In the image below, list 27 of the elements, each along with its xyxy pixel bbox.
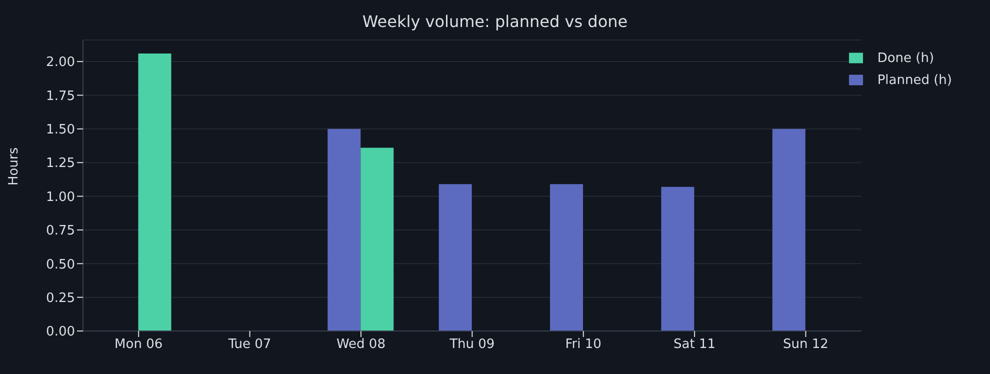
bar	[438, 184, 472, 331]
y-axis-title: Hours	[6, 147, 22, 186]
y-tick-label: 1.75	[46, 88, 75, 104]
legend-label: Done (h)	[877, 51, 934, 66]
y-tick-label: 0.75	[46, 224, 75, 239]
y-tick-label: 1.00	[46, 190, 75, 205]
y-tick-label: 2.00	[46, 55, 75, 70]
y-tick-label: 0.25	[46, 290, 75, 306]
x-tick-label: Mon 06	[114, 337, 163, 352]
bar	[550, 184, 583, 331]
bar	[772, 128, 806, 331]
x-tick-label: Thu 09	[448, 337, 495, 352]
x-tick-label: Tue 07	[227, 337, 272, 352]
bar	[138, 53, 172, 331]
x-tick-label: Wed 08	[336, 337, 386, 352]
legend-label: Planned (h)	[877, 73, 952, 88]
bar	[360, 148, 394, 331]
y-tick-label: 0.50	[46, 257, 75, 272]
bar	[661, 186, 694, 331]
y-tick-label: 1.50	[46, 122, 75, 138]
y-tick-label: 0.00	[46, 324, 75, 340]
bar	[328, 128, 361, 331]
x-tick-label: Sun 12	[783, 337, 828, 352]
chart-title: Weekly volume: planned vs done	[361, 12, 629, 31]
x-tick-label: Sat 11	[674, 337, 716, 352]
y-tick-label: 1.25	[46, 156, 75, 172]
x-tick-label: Fri 10	[565, 337, 602, 352]
